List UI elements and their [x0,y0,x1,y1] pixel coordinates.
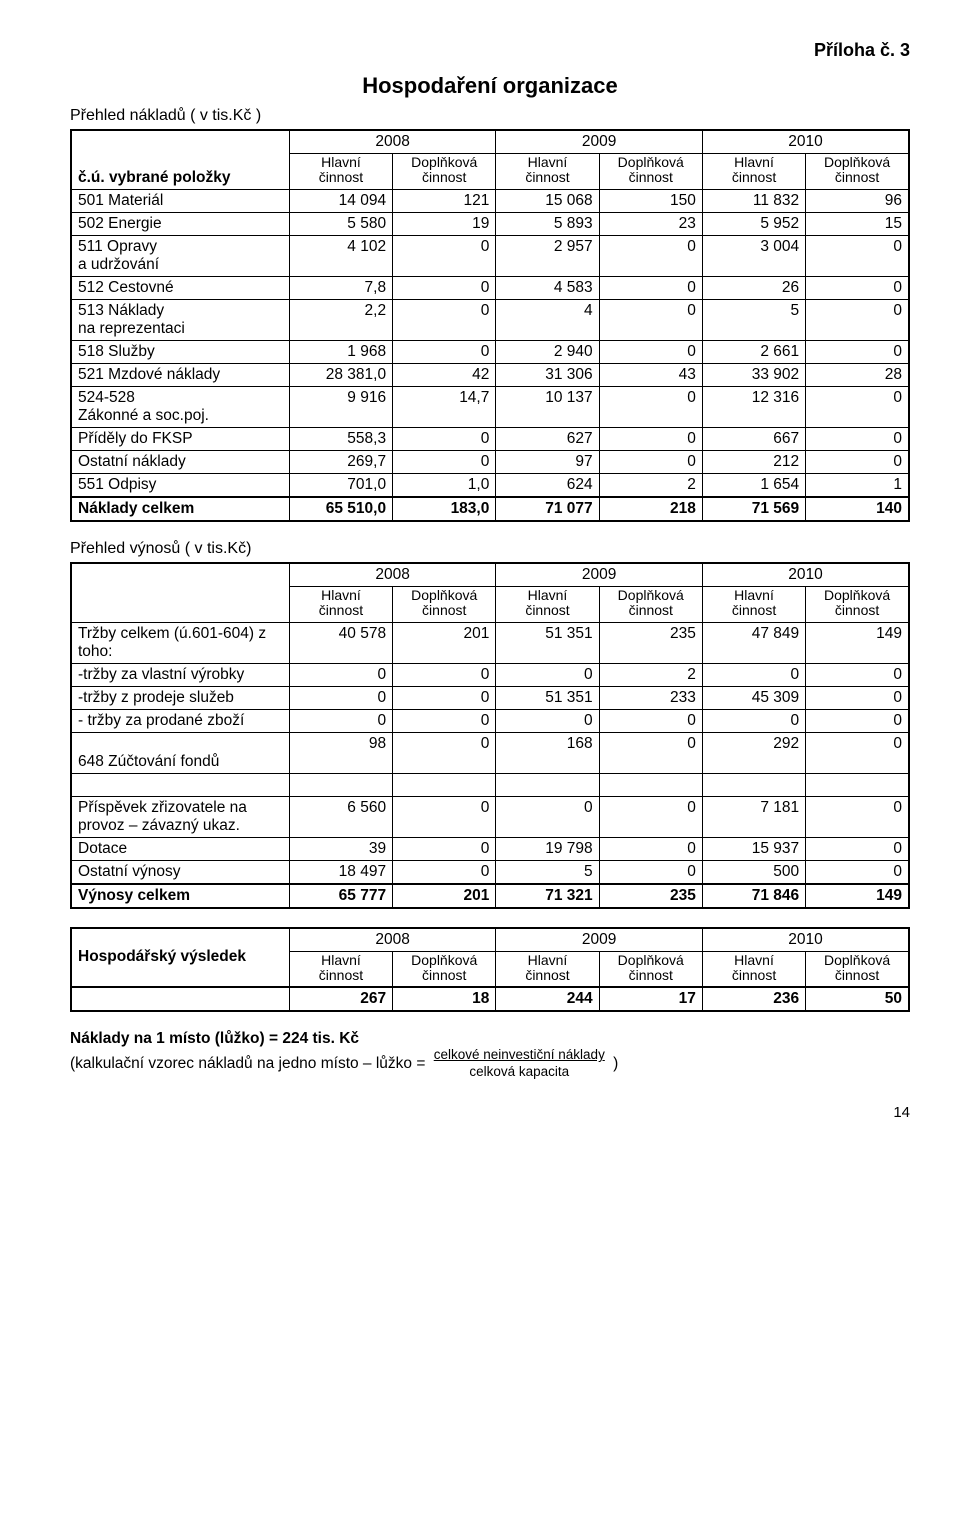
table-row: 502 Energie5 580195 893235 95215 [71,212,909,235]
table-row: Příspěvek zřizovatele na provoz – závazn… [71,796,909,837]
footnote-line1: Náklady na 1 místo (lůžko) = 224 tis. Kč [70,1030,359,1047]
table-row: 512 Cestovné7,804 5830260 [71,276,909,299]
page-title: Hospodaření organizace [70,73,910,99]
section-costs-title: Přehled nákladů ( v tis.Kč ) [70,107,910,125]
table-row: -tržby z prodeje služeb0051 35123345 309… [71,686,909,709]
footnote-line2a: (kalkulační vzorec nákladů na jedno míst… [70,1055,430,1072]
table-row: 524-528 Zákonné a soc.poj.9 91614,710 13… [71,386,909,427]
costs-total-row: Náklady celkem 65 510,0 183,0 71 077 218… [71,497,909,521]
result-table: Hospodářský výsledek 2008 2009 2010 Hlav… [70,927,910,1013]
costs-table: č.ú. vybrané položky 2008 2009 2010 Hlav… [70,129,910,522]
rev-rowheader [71,563,289,622]
revenues-table: 2008 2009 2010 Hlavníčinnost Doplňkováči… [70,562,910,909]
result-label: Hospodářský výsledek [71,928,289,988]
table-row: 551 Odpisy701,01,062421 6541 [71,473,909,497]
table-row: 648 Zúčtování fondů98016802920 [71,732,909,773]
year-2010: 2010 [702,130,909,154]
section-revenues-title: Přehled výnosů ( v tis.Kč) [70,540,910,558]
costs-rowheader: č.ú. vybrané položky [71,130,289,189]
table-row: Příděly do FKSP558,3062706670 [71,427,909,450]
table-row: 511 Opravy a udržování4 10202 95703 0040 [71,235,909,276]
footnote-line2b: ) [613,1055,618,1072]
sub-alt: Doplňkováčinnost [393,154,496,190]
table-row: Dotace39019 798015 9370 [71,837,909,860]
year-2009: 2009 [496,130,703,154]
table-row: 518 Služby1 96802 94002 6610 [71,340,909,363]
footnote-block: Náklady na 1 místo (lůžko) = 224 tis. Kč… [70,1030,910,1080]
result-row: 267 18 244 17 236 50 [71,987,909,1011]
table-row: Tržby celkem (ú.601-604) z toho:40 57820… [71,622,909,663]
table-row: 513 Náklady na reprezentaci2,204050 [71,299,909,340]
page-number: 14 [70,1104,910,1121]
sub-main: Hlavníčinnost [289,154,392,190]
table-row: Ostatní výnosy18 4970505000 [71,860,909,884]
table-row: 521 Mzdové náklady28 381,04231 3064333 9… [71,363,909,386]
attachment-label: Příloha č. 3 [70,40,910,61]
table-row: -tržby za vlastní výrobky000200 [71,663,909,686]
revenues-total-row: Výnosy celkem 65 777 201 71 321 235 71 8… [71,884,909,908]
table-row: 501 Materiál14 09412115 06815011 83296 [71,189,909,212]
year-2008: 2008 [289,130,496,154]
footnote-fraction: celkové neinvestiční náklady celková kap… [434,1048,605,1080]
table-row: - tržby za prodané zboží000000 [71,709,909,732]
table-row [71,773,909,796]
table-row: Ostatní náklady269,709702120 [71,450,909,473]
